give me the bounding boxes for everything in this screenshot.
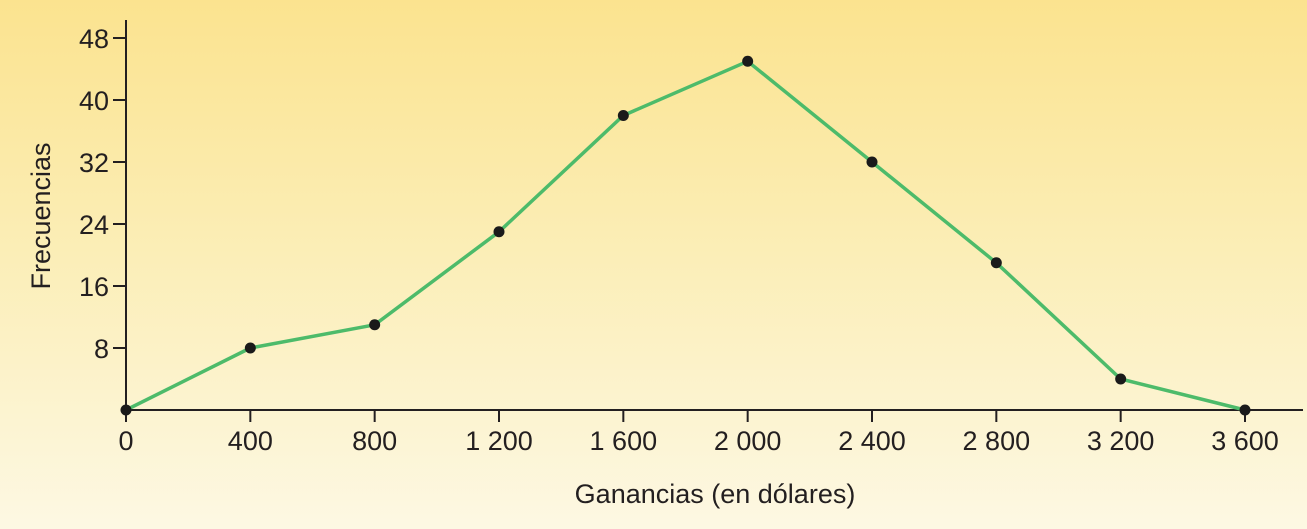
x-tick-label: 3 600 xyxy=(1211,426,1279,456)
x-tick-label: 0 xyxy=(118,426,133,456)
data-point xyxy=(990,257,1002,269)
data-point xyxy=(244,342,256,354)
y-axis-title: Frecuencias xyxy=(26,142,56,289)
x-tick-label: 2 400 xyxy=(838,426,906,456)
x-tick-label: 1 600 xyxy=(590,426,658,456)
x-tick-label: 800 xyxy=(352,426,397,456)
x-tick-label: 3 200 xyxy=(1087,426,1155,456)
x-tick-label: 400 xyxy=(228,426,273,456)
data-point xyxy=(866,156,878,168)
x-tick-label: 2 000 xyxy=(714,426,782,456)
y-tick-label: 16 xyxy=(79,272,109,302)
y-tick-label: 24 xyxy=(79,210,109,240)
y-tick-label: 32 xyxy=(79,148,109,178)
data-point xyxy=(742,55,754,67)
data-point xyxy=(369,319,381,331)
x-axis-title: Ganancias (en dólares) xyxy=(575,479,856,509)
frequency-line xyxy=(124,59,1247,412)
data-point xyxy=(1115,373,1127,385)
y-tick-label: 48 xyxy=(79,24,109,54)
x-tick-label: 2 800 xyxy=(963,426,1031,456)
data-point xyxy=(1239,404,1251,416)
x-tick-label: 1 200 xyxy=(465,426,533,456)
y-tick-label: 40 xyxy=(79,86,109,116)
data-point xyxy=(120,404,132,416)
data-point xyxy=(617,110,629,121)
y-tick-label: 8 xyxy=(94,334,109,364)
data-point xyxy=(493,226,505,238)
